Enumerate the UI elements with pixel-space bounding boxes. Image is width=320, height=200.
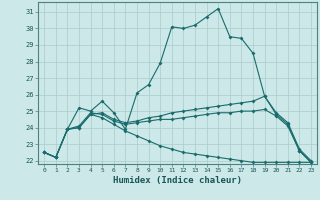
X-axis label: Humidex (Indice chaleur): Humidex (Indice chaleur) (113, 176, 242, 185)
